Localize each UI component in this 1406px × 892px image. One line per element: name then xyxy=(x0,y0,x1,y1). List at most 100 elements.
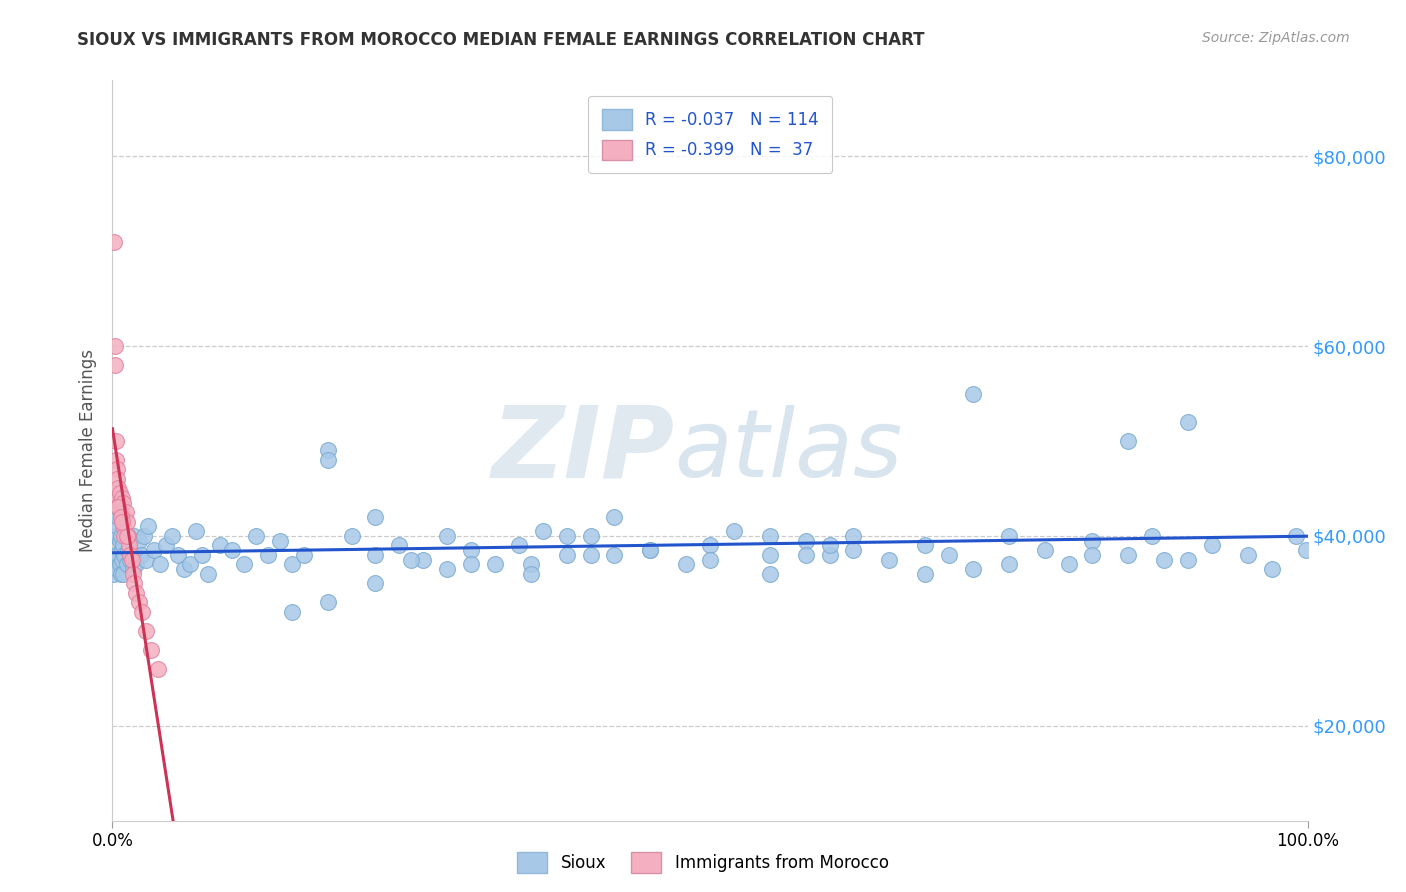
Point xyxy=(1261,562,1284,576)
Point xyxy=(508,538,530,552)
Point xyxy=(112,538,135,552)
Point xyxy=(124,548,146,562)
Point xyxy=(104,548,127,562)
Point xyxy=(197,566,219,581)
Point xyxy=(292,548,315,562)
Point xyxy=(962,562,984,576)
Point xyxy=(842,543,865,558)
Point xyxy=(105,562,128,576)
Point xyxy=(460,543,482,558)
Point xyxy=(914,538,936,552)
Point xyxy=(436,562,458,576)
Point xyxy=(1285,529,1308,543)
Point xyxy=(128,595,150,609)
Point xyxy=(723,524,745,538)
Point xyxy=(412,552,434,566)
Point xyxy=(110,500,132,515)
Point xyxy=(603,548,626,562)
Point xyxy=(759,529,782,543)
Point xyxy=(316,595,339,609)
Point xyxy=(436,529,458,543)
Point xyxy=(103,566,125,581)
Point xyxy=(105,552,128,566)
Point xyxy=(1237,548,1260,562)
Point xyxy=(173,562,195,576)
Point xyxy=(699,538,721,552)
Point xyxy=(105,519,128,533)
Point xyxy=(555,529,578,543)
Point xyxy=(269,533,291,548)
Point xyxy=(120,548,142,562)
Point xyxy=(118,538,141,552)
Point xyxy=(162,529,183,543)
Point xyxy=(281,558,304,572)
Text: Source: ZipAtlas.com: Source: ZipAtlas.com xyxy=(1202,31,1350,45)
Point xyxy=(105,434,128,448)
Point xyxy=(962,386,984,401)
Y-axis label: Median Female Earnings: Median Female Earnings xyxy=(79,349,97,552)
Point xyxy=(122,576,145,591)
Point xyxy=(759,548,782,562)
Point xyxy=(316,443,339,458)
Point xyxy=(1295,543,1317,558)
Point xyxy=(114,529,135,543)
Point xyxy=(460,558,482,572)
Point xyxy=(998,529,1021,543)
Point xyxy=(108,486,131,500)
Point xyxy=(186,524,208,538)
Point xyxy=(794,533,817,548)
Point xyxy=(135,552,157,566)
Point xyxy=(112,496,135,510)
Point xyxy=(233,558,256,572)
Point xyxy=(114,548,135,562)
Point xyxy=(520,566,543,581)
Point xyxy=(139,642,162,657)
Point xyxy=(191,548,214,562)
Point xyxy=(120,552,142,566)
Point xyxy=(209,538,232,552)
Point xyxy=(122,529,145,543)
Point xyxy=(149,558,172,572)
Point xyxy=(114,509,135,524)
Point xyxy=(121,562,143,576)
Point xyxy=(603,509,626,524)
Point xyxy=(257,548,280,562)
Point xyxy=(110,566,132,581)
Point xyxy=(110,505,132,519)
Point xyxy=(115,558,138,572)
Point xyxy=(121,552,143,566)
Point xyxy=(1142,529,1164,543)
Point xyxy=(107,491,129,505)
Point xyxy=(121,548,143,562)
Point xyxy=(131,605,153,619)
Point xyxy=(112,519,135,533)
Text: ZIP: ZIP xyxy=(491,402,675,499)
Point xyxy=(1118,548,1140,562)
Point xyxy=(879,552,901,566)
Point xyxy=(640,543,662,558)
Point xyxy=(104,339,127,353)
Point xyxy=(998,558,1021,572)
Point xyxy=(105,462,128,476)
Point xyxy=(111,552,134,566)
Point xyxy=(221,543,243,558)
Point xyxy=(555,548,578,562)
Point xyxy=(129,548,152,562)
Point xyxy=(818,538,841,552)
Point xyxy=(125,586,148,600)
Point xyxy=(842,529,865,543)
Point xyxy=(340,529,363,543)
Point xyxy=(364,548,387,562)
Point xyxy=(388,538,411,552)
Point xyxy=(1118,434,1140,448)
Point xyxy=(914,566,936,581)
Point xyxy=(108,533,131,548)
Point xyxy=(107,500,129,515)
Point xyxy=(364,576,387,591)
Point xyxy=(818,548,841,562)
Point xyxy=(105,529,128,543)
Point xyxy=(111,509,134,524)
Point xyxy=(112,566,135,581)
Point xyxy=(155,538,177,552)
Point xyxy=(316,453,339,467)
